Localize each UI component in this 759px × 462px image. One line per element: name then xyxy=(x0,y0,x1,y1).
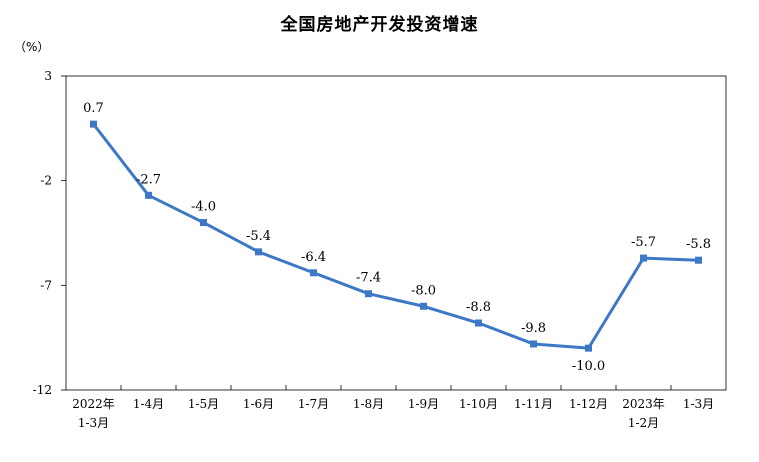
y-tick-label: -2 xyxy=(40,174,52,188)
data-point xyxy=(475,319,482,327)
x-tick-label: 1-11月 xyxy=(514,397,553,411)
data-point xyxy=(420,302,427,310)
data-label: -5.7 xyxy=(631,235,656,250)
data-point xyxy=(640,254,647,262)
x-tick-label: 1-7月 xyxy=(298,397,329,411)
y-tick-label: 3 xyxy=(44,69,52,83)
data-point xyxy=(365,290,372,298)
chart-title: 全国房地产开发投资增速 xyxy=(280,15,479,35)
data-point xyxy=(695,256,702,264)
data-label: -9.8 xyxy=(521,321,546,336)
x-tick-label: 1-3月 xyxy=(683,397,714,411)
x-tick-label: 1-6月 xyxy=(243,397,274,411)
data-point xyxy=(255,248,262,256)
data-label: -8.0 xyxy=(411,283,436,298)
x-tick-label: 1-8月 xyxy=(353,397,384,411)
x-tick-label: 1-12月 xyxy=(569,397,608,411)
data-label: -4.0 xyxy=(191,200,216,215)
data-label: 0.7 xyxy=(83,101,104,116)
y-tick-label: -12 xyxy=(33,383,52,397)
data-label: -6.4 xyxy=(301,250,326,265)
x-tick-label: 1-2月 xyxy=(628,416,659,430)
data-point xyxy=(585,344,592,352)
y-axis-unit: （%） xyxy=(14,40,50,54)
x-tick-label: 2022年 xyxy=(72,397,115,411)
data-point xyxy=(145,191,152,199)
data-label: -5.4 xyxy=(246,229,271,244)
x-tick-label: 1-4月 xyxy=(133,397,164,411)
data-label: -8.8 xyxy=(466,300,491,315)
x-tick-label: 1-10月 xyxy=(459,397,498,411)
data-label: -10.0 xyxy=(572,359,605,374)
x-tick-label: 1-3月 xyxy=(78,416,109,430)
data-label: -5.8 xyxy=(686,237,711,252)
series-line xyxy=(92,123,699,350)
data-point xyxy=(530,340,537,348)
data-point xyxy=(90,120,97,128)
data-label: -7.4 xyxy=(356,271,381,286)
data-point xyxy=(200,219,207,227)
x-tick-label: 1-5月 xyxy=(188,397,219,411)
x-tick-label: 2023年 xyxy=(622,397,665,411)
plot-border xyxy=(65,75,727,391)
x-tick-label: 1-9月 xyxy=(408,397,439,411)
data-point xyxy=(310,269,317,277)
data-label: -2.7 xyxy=(136,172,161,187)
y-tick-label: -7 xyxy=(40,278,52,292)
